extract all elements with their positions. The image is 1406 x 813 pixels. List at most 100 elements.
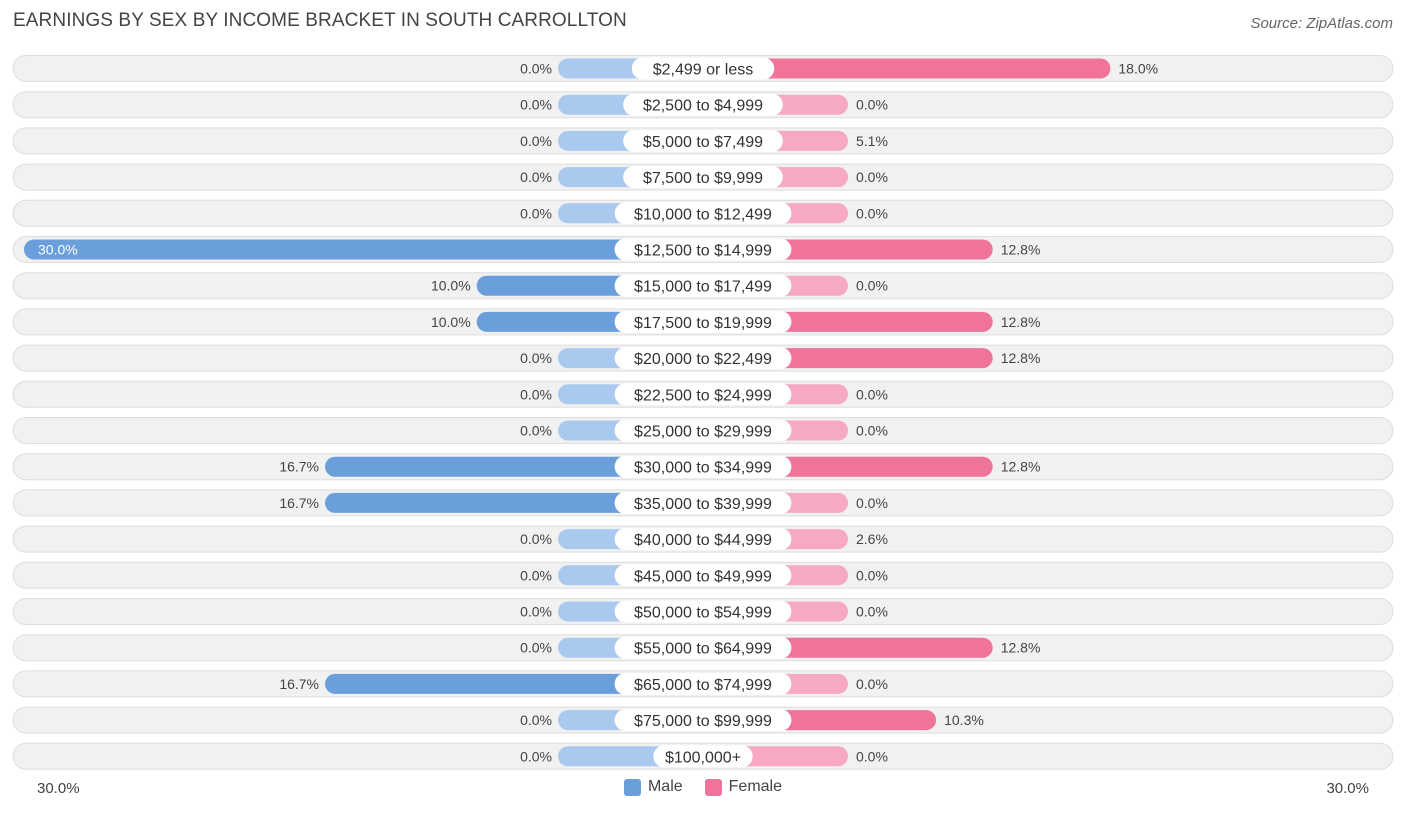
male-value-label: 0.0% — [520, 531, 552, 547]
bar-row: $75,000 to $99,999 0.0% 10.3% — [12, 706, 1394, 734]
category-label-pill — [653, 745, 753, 768]
category-label-pill — [614, 202, 792, 225]
female-value-label: 0.0% — [856, 97, 888, 113]
female-value-label: 18.0% — [1118, 61, 1158, 77]
male-value-label: 10.0% — [431, 314, 471, 330]
category-label-pill — [614, 383, 792, 406]
source-credit: Source: ZipAtlas.com — [1250, 15, 1393, 32]
category-label: $75,000 to $99,999 — [634, 713, 772, 730]
category-label-pill — [614, 455, 792, 478]
category-label-pill — [614, 600, 792, 623]
bar-row: $45,000 to $49,999 0.0% 0.0% — [12, 561, 1394, 589]
bar-row: $35,000 to $39,999 16.7% 0.0% — [12, 489, 1394, 517]
female-value-label: 0.0% — [856, 423, 888, 439]
female-value-label: 0.0% — [856, 278, 888, 294]
female-value-label: 0.0% — [856, 495, 888, 511]
category-label-pill — [614, 310, 792, 333]
female-value-label: 2.6% — [856, 531, 888, 547]
male-value-label: 16.7% — [279, 676, 319, 692]
bar-row: $10,000 to $12,499 0.0% 0.0% — [12, 199, 1394, 227]
female-value-label: 12.8% — [1001, 459, 1041, 475]
female-value-label: 12.8% — [1001, 640, 1041, 656]
legend-swatch-male — [623, 778, 641, 796]
category-label: $5,000 to $7,499 — [643, 134, 763, 151]
category-label: $30,000 to $34,999 — [634, 460, 772, 477]
male-value-label: 0.0% — [520, 604, 552, 620]
category-label-pill — [614, 672, 792, 695]
male-value-label: 0.0% — [520, 61, 552, 77]
category-label-pill — [614, 419, 792, 442]
male-bar — [325, 492, 703, 513]
male-value-label: 0.0% — [520, 97, 552, 113]
category-label-pill — [614, 274, 792, 297]
category-label: $45,000 to $49,999 — [634, 568, 772, 585]
category-label: $65,000 to $74,999 — [634, 677, 772, 694]
category-label: $10,000 to $12,499 — [634, 206, 772, 223]
bar-row: $5,000 to $7,499 0.0% 5.1% — [12, 127, 1394, 155]
male-value-label: 0.0% — [520, 748, 552, 764]
category-label: $50,000 to $54,999 — [634, 605, 772, 622]
legend-label-male: Male — [647, 778, 683, 795]
male-value-label: 0.0% — [520, 133, 552, 149]
male-value-label: 0.0% — [520, 712, 552, 728]
category-label: $25,000 to $29,999 — [634, 424, 772, 441]
bar-row: $40,000 to $44,999 0.0% 2.6% — [12, 525, 1394, 553]
bar-row: $55,000 to $64,999 0.0% 12.8% — [12, 634, 1394, 662]
male-bar — [325, 456, 703, 477]
bar-row: $15,000 to $17,499 10.0% 0.0% — [12, 272, 1394, 300]
female-value-label: 0.0% — [856, 567, 888, 583]
female-value-label: 5.1% — [856, 133, 888, 149]
bar-row: $22,500 to $24,999 0.0% 0.0% — [12, 380, 1394, 408]
legend-item-female[interactable]: Female — [704, 778, 783, 796]
category-label: $2,500 to $4,999 — [643, 98, 763, 115]
bar-row: $100,000+ 0.0% 0.0% — [12, 742, 1394, 770]
category-label-pill — [623, 129, 783, 152]
bar-row: $2,499 or less 0.0% 18.0% — [12, 55, 1394, 82]
category-label-pill — [614, 636, 792, 659]
category-label-pill — [614, 528, 792, 551]
male-value-label: 30.0% — [38, 242, 78, 258]
female-bar — [703, 58, 1111, 79]
female-value-label: 0.0% — [856, 169, 888, 185]
category-label-pill — [631, 57, 775, 80]
axis-left-label: 30.0% — [37, 780, 80, 797]
category-label-pill — [623, 166, 783, 189]
category-label-pill — [614, 347, 792, 370]
female-value-label: 0.0% — [856, 205, 888, 221]
category-label: $55,000 to $64,999 — [634, 641, 772, 658]
bar-row: $2,500 to $4,999 0.0% 0.0% — [12, 91, 1394, 119]
male-bar — [24, 239, 703, 260]
category-label: $7,500 to $9,999 — [643, 170, 763, 187]
legend-label-female: Female — [728, 778, 783, 795]
male-value-label: 0.0% — [520, 423, 552, 439]
male-value-label: 0.0% — [520, 567, 552, 583]
category-label-pill — [614, 491, 792, 514]
female-value-label: 12.8% — [1001, 242, 1041, 258]
category-label: $2,499 or less — [653, 62, 754, 79]
female-value-label: 0.0% — [856, 386, 888, 402]
category-label: $12,500 to $14,999 — [634, 243, 772, 260]
female-value-label: 0.0% — [856, 676, 888, 692]
female-value-label: 10.3% — [944, 712, 984, 728]
female-value-label: 0.0% — [856, 604, 888, 620]
male-value-label: 0.0% — [520, 350, 552, 366]
male-value-label: 16.7% — [279, 495, 319, 511]
category-label: $20,000 to $22,499 — [634, 351, 772, 368]
bar-row: $12,500 to $14,999 30.0% 12.8% — [12, 236, 1394, 263]
male-value-label: 0.0% — [520, 640, 552, 656]
bar-row: $20,000 to $22,499 0.0% 12.8% — [12, 344, 1394, 372]
bar-row: $30,000 to $34,999 16.7% 12.8% — [12, 453, 1394, 481]
male-value-label: 16.7% — [279, 459, 319, 475]
female-value-label: 0.0% — [856, 748, 888, 764]
category-label: $100,000+ — [665, 749, 741, 766]
category-label-pill — [614, 564, 792, 587]
male-value-label: 10.0% — [431, 278, 471, 294]
female-value-label: 12.8% — [1001, 314, 1041, 330]
bar-row: $65,000 to $74,999 16.7% 0.0% — [12, 670, 1394, 698]
male-value-label: 0.0% — [520, 169, 552, 185]
category-label-pill — [614, 238, 792, 261]
bar-row: $25,000 to $29,999 0.0% 0.0% — [12, 417, 1394, 444]
legend-item-male[interactable]: Male — [623, 778, 683, 796]
legend-swatch-female — [704, 778, 722, 796]
category-label: $40,000 to $44,999 — [634, 532, 772, 549]
